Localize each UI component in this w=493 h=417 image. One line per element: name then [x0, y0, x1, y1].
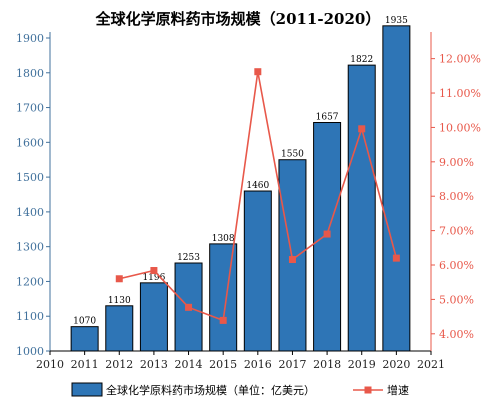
x-tick-label: 2017 [278, 358, 306, 371]
left-tick-label: 1000 [16, 345, 44, 358]
left-tick-label: 1700 [16, 102, 44, 115]
legend-line-marker [364, 386, 372, 394]
bar-2012 [105, 305, 134, 352]
bar-label-2016: 1460 [246, 181, 269, 191]
legend-bar-swatch [71, 382, 103, 397]
x-tick-label: 2010 [36, 358, 64, 371]
bar-labels: 1070 1130 1196 1253 1308 1460 1550 1657 1822 1935 [73, 16, 408, 327]
right-tick-label: 12.00% [439, 53, 481, 66]
right-tick-label: 8.00% [439, 190, 474, 203]
bar-2018 [313, 122, 342, 352]
left-tick-label: 1300 [16, 241, 44, 254]
x-tick-label: 2019 [348, 358, 376, 371]
bar-label-2017: 1550 [281, 150, 304, 160]
chart-title: 全球化学原料药市场规模（2011-2020） [95, 10, 381, 28]
growth-point-2018 [323, 230, 331, 238]
bar-label-2011: 1070 [73, 317, 96, 327]
bar-2013 [139, 282, 168, 352]
growth-line [115, 68, 400, 324]
axes: 1000 1100 1200 1300 1400 1500 1600 1700 1800 1900… [16, 32, 481, 371]
x-tick-label: 2014 [175, 358, 203, 371]
bar-2019 [347, 64, 376, 352]
bar-2011 [70, 326, 99, 352]
bar-2016 [243, 190, 272, 352]
left-tick-label: 1900 [16, 32, 44, 45]
bar-label-2019: 1822 [350, 55, 373, 65]
bar-label-2018: 1657 [316, 113, 339, 123]
right-tick-label: 7.00% [439, 225, 474, 238]
left-tick-label: 1500 [16, 171, 44, 184]
bar-2015 [209, 243, 238, 352]
bars [70, 25, 411, 352]
left-tick-label: 1100 [16, 310, 44, 323]
growth-point-2015 [219, 316, 227, 324]
growth-point-2012 [115, 275, 123, 283]
right-tick-label: 10.00% [439, 121, 481, 134]
bar-label-2015: 1308 [212, 234, 235, 244]
x-tick-label: 2015 [209, 358, 237, 371]
left-tick-label: 1600 [16, 136, 44, 149]
growth-point-2016 [254, 68, 262, 76]
x-tick-label: 2012 [105, 358, 133, 371]
bar-2020 [382, 25, 411, 352]
left-tick-label: 1400 [16, 206, 44, 219]
growth-point-2017 [288, 256, 296, 264]
legend-bar-label: 全球化学原料药市场规模（单位：亿美元） [106, 383, 315, 397]
right-tick-label: 9.00% [439, 156, 474, 169]
legend-line-label: 增速 [387, 383, 409, 397]
legend: 全球化学原料药市场规模（单位：亿美元） 增速 [71, 382, 409, 397]
x-tick-label: 2011 [71, 358, 99, 371]
x-tick-label: 2018 [313, 358, 341, 371]
bar-label-2020: 1935 [385, 16, 408, 26]
growth-point-2013 [150, 267, 158, 275]
x-tick-label: 2020 [382, 358, 410, 371]
bar-label-2014: 1253 [177, 253, 200, 263]
x-tick-label: 2021 [417, 358, 445, 371]
right-tick-label: 11.00% [439, 87, 481, 100]
growth-point-2014 [185, 303, 193, 311]
x-tick-label: 2016 [244, 358, 272, 371]
right-tick-label: 5.00% [439, 293, 474, 306]
right-tick-label: 4.00% [439, 328, 474, 341]
x-tick-label: 2013 [140, 358, 168, 371]
bar-label-2012: 1130 [108, 296, 131, 306]
bar-label-2013: 1196 [142, 273, 165, 283]
growth-point-2019 [358, 125, 366, 133]
right-tick-label: 6.00% [439, 259, 474, 272]
growth-point-2020 [392, 254, 400, 262]
left-tick-label: 1800 [16, 67, 44, 80]
left-tick-label: 1200 [16, 275, 44, 288]
